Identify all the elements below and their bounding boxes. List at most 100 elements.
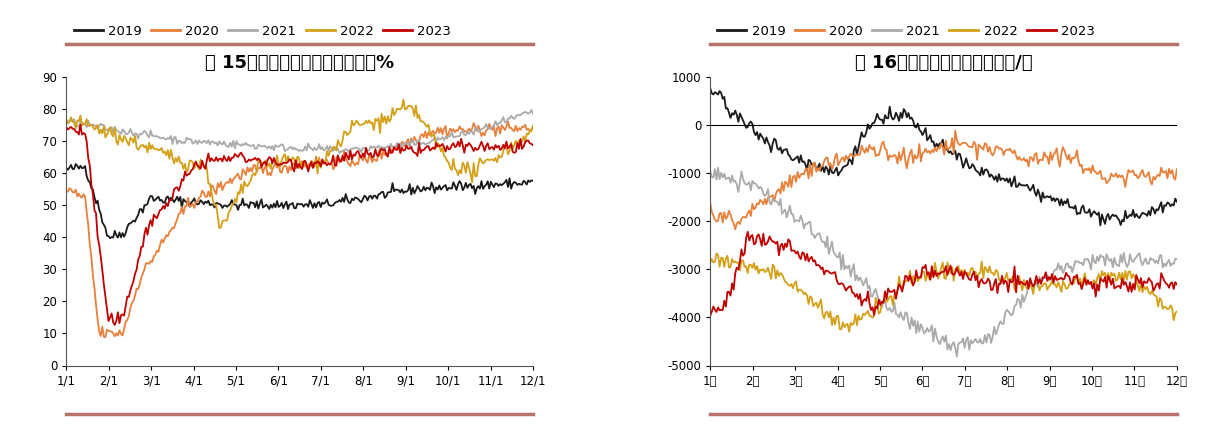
Line: 2021: 2021 (710, 168, 1177, 357)
2019 (348, 195, 362, 200)
2022 (992, 276, 1007, 281)
2021 (59, 117, 74, 122)
2022 (702, 260, 717, 265)
2021 (950, 354, 964, 359)
Line: 2020: 2020 (66, 122, 533, 337)
2019 (60, 167, 75, 172)
2019 (1094, 223, 1108, 228)
2020 (526, 124, 541, 129)
2021 (982, 332, 997, 337)
2019 (69, 162, 83, 167)
2023 (59, 125, 74, 130)
Line: 2023: 2023 (66, 125, 533, 325)
2020 (501, 119, 515, 124)
2021 (60, 121, 75, 126)
2019 (485, 182, 500, 187)
2020 (454, 127, 468, 132)
2022 (485, 157, 500, 162)
2020 (484, 126, 498, 131)
2023 (340, 153, 355, 159)
2019 (340, 197, 355, 202)
2021 (526, 111, 541, 116)
Line: 2019: 2019 (710, 88, 1177, 225)
2022 (1100, 278, 1114, 283)
2022 (842, 329, 857, 334)
2021 (337, 148, 351, 153)
2023 (338, 150, 352, 155)
2023 (1098, 275, 1113, 280)
2020 (98, 335, 112, 340)
2022 (337, 129, 351, 134)
2022 (1170, 309, 1184, 314)
Line: 2021: 2021 (66, 110, 533, 153)
Line: 2022: 2022 (710, 253, 1177, 332)
2020 (1129, 172, 1143, 177)
2022 (1129, 279, 1143, 284)
2023 (485, 144, 500, 150)
2022 (984, 270, 998, 275)
2019 (103, 235, 117, 241)
2020 (728, 227, 742, 232)
Line: 2023: 2023 (710, 232, 1177, 316)
2021 (346, 146, 361, 151)
2021 (992, 322, 1007, 327)
2022 (455, 160, 470, 165)
2020 (60, 189, 75, 194)
2023 (107, 323, 122, 328)
2019 (979, 167, 993, 172)
2019 (1098, 221, 1113, 227)
2022 (212, 226, 227, 231)
2020 (59, 189, 74, 194)
2022 (59, 117, 74, 122)
2021 (338, 147, 352, 152)
2019 (702, 86, 717, 91)
Legend: 2019, 2020, 2021, 2022, 2023: 2019, 2020, 2021, 2022, 2023 (712, 20, 1101, 43)
Line: 2020: 2020 (710, 130, 1177, 229)
2020 (1170, 167, 1184, 172)
2021 (1100, 252, 1114, 257)
2023 (348, 153, 362, 158)
2020 (1100, 181, 1114, 186)
2021 (454, 130, 468, 135)
2021 (484, 126, 498, 131)
Title: 图 15：铅蓄电池开工率｜单位：%: 图 15：铅蓄电池开工率｜单位：% (205, 54, 395, 72)
Line: 2022: 2022 (66, 99, 533, 228)
2019 (989, 173, 1003, 178)
2021 (1129, 255, 1143, 260)
2023 (1170, 282, 1184, 287)
2020 (346, 161, 361, 166)
2023 (705, 309, 719, 314)
2022 (346, 123, 361, 128)
2019 (526, 178, 541, 184)
2022 (526, 123, 541, 128)
2023 (60, 127, 75, 132)
2022 (705, 256, 719, 261)
2021 (1170, 257, 1184, 262)
2022 (396, 97, 410, 102)
2023 (74, 122, 88, 127)
2023 (981, 276, 996, 281)
2022 (710, 251, 724, 256)
Line: 2019: 2019 (66, 164, 533, 238)
2023 (526, 143, 541, 148)
2022 (982, 264, 997, 269)
2019 (981, 169, 996, 174)
2021 (705, 175, 719, 180)
2021 (702, 169, 717, 174)
2023 (982, 278, 997, 283)
2021 (711, 165, 725, 170)
2021 (984, 340, 998, 346)
2021 (524, 108, 538, 113)
Title: 图 16：铅进口盈亏｜单位：元/吨: 图 16：铅进口盈亏｜单位：元/吨 (855, 54, 1032, 72)
2021 (332, 150, 346, 156)
2023 (990, 291, 1004, 296)
2019 (1127, 215, 1142, 220)
2020 (982, 144, 997, 150)
2020 (338, 155, 352, 160)
2022 (60, 121, 75, 126)
2022 (338, 130, 352, 135)
2019 (455, 188, 470, 193)
2023 (1127, 287, 1142, 292)
2023 (455, 143, 470, 148)
Legend: 2019, 2020, 2021, 2022, 2023: 2019, 2020, 2021, 2022, 2023 (69, 20, 456, 43)
